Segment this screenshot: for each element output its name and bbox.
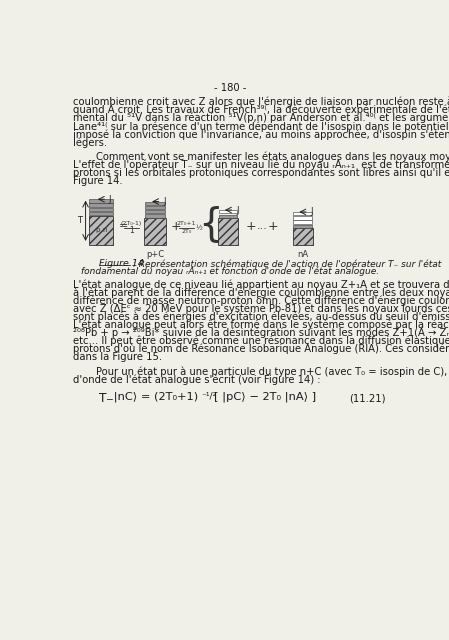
Text: J: J (310, 207, 313, 216)
Text: ²⁰⁸Pb + p → ²⁰⁹Bi* suivie de la désintégration suivant les modes Z+1(A → Zₙ₊₁ + : ²⁰⁸Pb + p → ²⁰⁹Bi* suivie de la désintég… (73, 328, 449, 339)
Text: J: J (236, 205, 238, 214)
Text: etc... Il peut être observé comme une résonance dans la diffusion élastique ou i: etc... Il peut être observé comme une ré… (73, 336, 449, 346)
Text: L'état analogue de ce niveau lié appartient au noyau Z+₁A et se trouvera donc dé: L'état analogue de ce niveau lié apparti… (73, 279, 449, 290)
Bar (88, 216, 114, 245)
Text: L'effet de l'opérateur T₋ sur un niveau lié du noyau ᵣAₙ₊₁  est de transformer t: L'effet de l'opérateur T₋ sur un niveau … (73, 159, 449, 170)
Text: Lane⁴¹⁽ sur la présence d'un terme dépendant de l'isospin dans le potentiel opti: Lane⁴¹⁽ sur la présence d'un terme dépen… (73, 121, 449, 132)
Text: T: T (99, 392, 106, 404)
Text: protons si les orbitales protoniques correspondantes sont libres ainsi qu'il est: protons si les orbitales protoniques cor… (73, 168, 449, 178)
Text: +: + (268, 220, 278, 233)
Text: +: + (171, 220, 181, 233)
Text: différence de masse neutron-proton δmn. Cette différence d'énergie coulombienne : différence de masse neutron-proton δmn. … (73, 296, 449, 306)
Bar (293, 212, 312, 216)
Text: {: { (198, 205, 223, 243)
Bar (293, 220, 312, 224)
Text: à l'état parent de la différence d'énergie coulombienne entre les deux noyaux ΔE: à l'état parent de la différence d'énerg… (73, 287, 449, 298)
Bar (145, 214, 165, 218)
Text: dans la Figure 15.: dans la Figure 15. (73, 352, 162, 362)
Text: T: T (77, 216, 82, 225)
Text: 2T₀+1: 2T₀+1 (176, 221, 196, 225)
Bar (145, 210, 165, 214)
Text: +: + (246, 220, 257, 233)
Text: L'état analogue peut alors être formé dans le système composé par la réaction :: L'état analogue peut alors être formé da… (73, 320, 449, 330)
Text: fondamental du noyau ᵣAₙ₊₁ et fonction d'onde de l'état analogue.: fondamental du noyau ᵣAₙ₊₁ et fonction d… (81, 267, 379, 276)
Text: n: n (103, 227, 107, 233)
Text: Pour un état pur à une particule du type n+C (avec T₀ = isospin de C), la foncti: Pour un état pur à une particule du type… (97, 366, 449, 377)
Bar (145, 202, 165, 205)
Bar (89, 199, 113, 203)
Text: (11.21): (11.21) (349, 393, 386, 403)
Text: |nC⟩ = (2T₀+1): |nC⟩ = (2T₀+1) (110, 392, 198, 402)
Text: légers.: légers. (73, 137, 107, 148)
Text: |nA⟩ ]: |nA⟩ ] (281, 392, 316, 402)
Text: mental du ⁵¹V dans la réaction ⁵¹V(p,n) par Anderson et al.⁴⁰⁽ et les arguments : mental du ⁵¹V dans la réaction ⁵¹V(p,n) … (73, 113, 449, 124)
Bar (293, 216, 312, 220)
Text: 1: 1 (129, 225, 134, 234)
Text: Comment vont se manifester les états analogues dans les noyaux moyens et lourds : Comment vont se manifester les états ana… (97, 152, 449, 162)
Bar (292, 228, 313, 245)
Text: Figure 14.: Figure 14. (73, 176, 123, 186)
Text: Figure 14: Figure 14 (99, 259, 144, 268)
Text: ...: ... (257, 221, 268, 231)
Text: avec Z (ΔEᶜ ≈ 20 MeV pour le système Pb-81) et dans les noyaux lourds ces niveau: avec Z (ΔEᶜ ≈ 20 MeV pour le système Pb-… (73, 303, 449, 314)
Text: sont placés à des énergies d'excitation élevées, au-dessus du seuil d'émission d: sont placés à des énergies d'excitation … (73, 312, 449, 322)
Bar (218, 218, 238, 245)
Text: 2T₀: 2T₀ (181, 229, 192, 234)
Bar (293, 225, 312, 228)
Text: J: J (109, 195, 111, 204)
Text: [ |pC⟩ − 2T₀: [ |pC⟩ − 2T₀ (214, 392, 282, 402)
Bar (145, 206, 165, 209)
Bar (219, 214, 238, 218)
Text: J: J (163, 197, 166, 206)
Text: (2T₀-1): (2T₀-1) (121, 221, 142, 227)
Text: quand A croit. Les travaux de French³⁹⁽, la découverte expérimentale de l'état a: quand A croit. Les travaux de French³⁹⁽,… (73, 105, 449, 115)
Text: : Représentation schématique de l'action de l'opérateur T₋ sur l'état: : Représentation schématique de l'action… (130, 259, 441, 269)
Bar (89, 204, 113, 207)
Text: imposé la conviction que l'invariance, au moins approchée, d'isospin s'étendait : imposé la conviction que l'invariance, a… (73, 129, 449, 140)
Text: ⁻¹/²: ⁻¹/² (202, 392, 217, 401)
Text: protons d'où le nom de Résonance Isobarique Analogue (RIA). Ces considérations s: protons d'où le nom de Résonance Isobari… (73, 344, 449, 355)
Text: −: − (105, 394, 113, 403)
Text: =: = (119, 221, 128, 231)
Bar (145, 218, 166, 245)
Text: - 180 -: - 180 - (214, 83, 247, 93)
Bar (89, 208, 113, 211)
Text: nA: nA (297, 250, 308, 259)
Text: coulombienne croit avec Z alors que l'énergie de liaison par nucléon reste à peu: coulombienne croit avec Z alors que l'én… (73, 97, 449, 108)
Text: p+C: p+C (146, 250, 164, 259)
Bar (89, 212, 113, 216)
Text: d'onde de l'état analogue s'écrit (voir Figure 14) :: d'onde de l'état analogue s'écrit (voir … (73, 374, 321, 385)
Text: p: p (95, 227, 99, 233)
Bar (219, 210, 238, 214)
Text: ½: ½ (196, 225, 202, 232)
